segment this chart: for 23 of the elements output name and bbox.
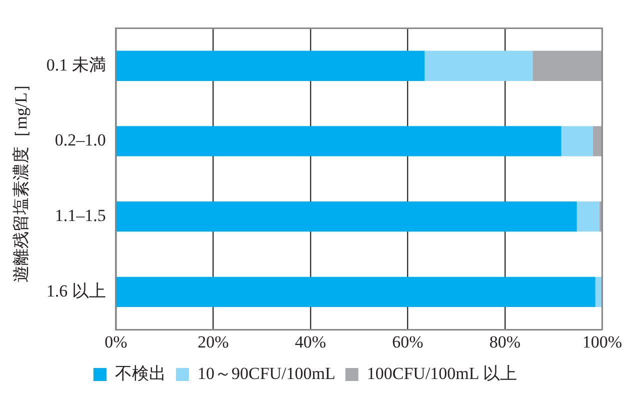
bar [116,126,562,156]
bar [116,50,425,81]
x-tick-label: 100% [582,332,622,352]
legend-label: 10～90CFU/100mL [197,364,336,383]
bar [592,126,602,156]
legend-label: 100CFU/100mL 以上 [366,364,517,383]
y-tick-label: 1.6 以上 [46,281,106,300]
bar [532,50,602,81]
legend-label: 不検出 [114,364,166,383]
y-tick-label: 1.1–1.5 [54,206,106,226]
x-tick-label: 20% [198,332,229,352]
y-tick-label: 0.1 未満 [46,55,106,74]
x-tick-label: 40% [294,332,326,352]
bar [116,276,596,307]
bar [576,202,600,232]
x-tick-label: 0% [104,332,128,352]
x-tick-label: 60% [392,332,424,352]
bar [561,126,593,156]
x-tick-label: 80% [489,332,520,352]
y-axis-title: 遊離残留塩素濃度［mg/L］ [12,75,31,282]
bar [116,202,577,232]
bar [424,50,533,81]
y-tick-label: 0.2–1.0 [54,130,106,150]
